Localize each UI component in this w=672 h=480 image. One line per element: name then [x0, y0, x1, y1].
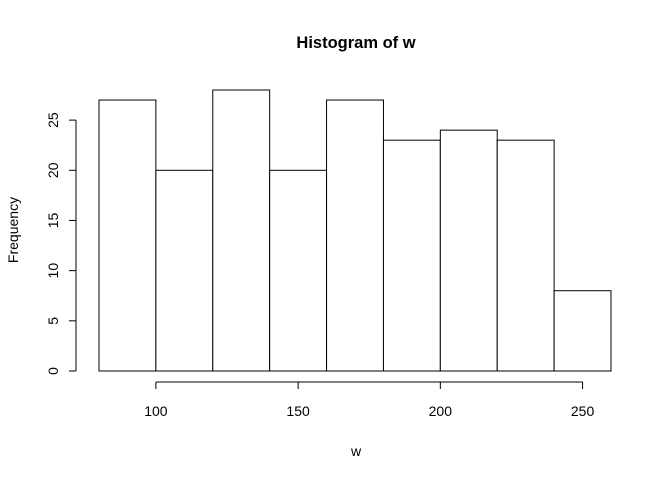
- x-tick-label: 200: [429, 403, 453, 419]
- histogram-bar: [212, 89, 271, 372]
- histogram-bar: [439, 129, 498, 372]
- y-axis: 0 5 10 15 20 25: [45, 112, 77, 375]
- y-tick-label: 15: [45, 212, 61, 228]
- x-tick-label: 250: [571, 403, 595, 419]
- x-tick-label: 100: [144, 403, 168, 419]
- histogram-bar: [98, 99, 157, 372]
- y-tick-label: 0: [45, 367, 61, 375]
- x-axis: 100 150 200 250: [144, 381, 595, 419]
- y-tick-label: 20: [45, 162, 61, 178]
- histogram-bar: [326, 99, 384, 372]
- x-tick-label: 150: [286, 403, 310, 419]
- histogram-bar: [155, 169, 214, 372]
- histogram-bar: [553, 290, 612, 372]
- histogram-bar: [496, 139, 555, 372]
- x-axis-label: w: [350, 443, 362, 459]
- chart-title: Histogram of w: [296, 34, 415, 52]
- histogram-bars: [98, 89, 612, 372]
- histogram-bar: [382, 139, 441, 372]
- y-tick-label: 25: [45, 112, 61, 128]
- histogram-bar: [269, 169, 328, 372]
- y-tick-label: 10: [45, 263, 61, 279]
- y-tick-label: 5: [45, 317, 61, 325]
- y-axis-label: Frequency: [5, 197, 21, 263]
